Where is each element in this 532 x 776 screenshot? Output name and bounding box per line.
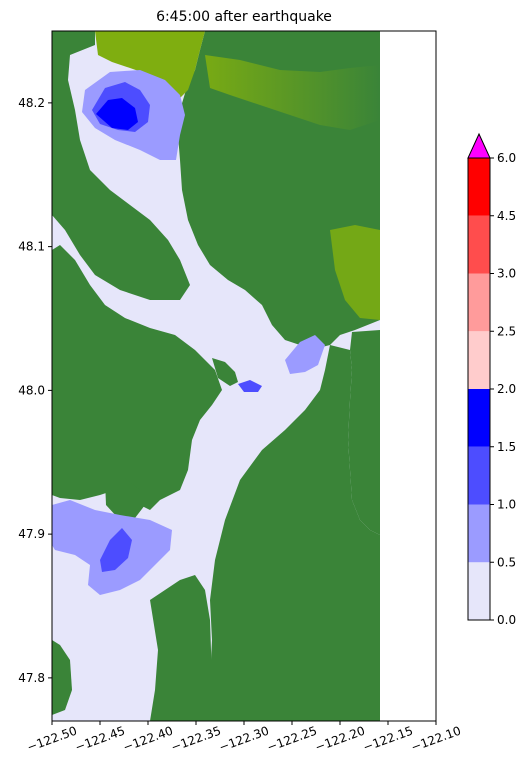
colorbar-segment [468, 331, 490, 389]
colorbar-segment [468, 389, 490, 447]
land-south-west-peninsula [150, 575, 212, 721]
land-west-upper [52, 31, 190, 300]
colorbar-segment [468, 273, 490, 332]
x-tick-label: −122.50 [25, 724, 79, 755]
map-plot-area [51, 30, 437, 722]
chart-title: 6:45:00 after earthquake [156, 9, 332, 25]
amplitude-1-5-north [96, 98, 138, 130]
amplitude-1-0-south [100, 528, 132, 572]
amplitude-0-5-mid [285, 335, 325, 374]
y-tick-label: 47.9 [18, 527, 45, 541]
land-whidbey-island [52, 245, 222, 510]
land-island-mid [105, 478, 145, 518]
land-southwest-corner [52, 640, 72, 715]
colorbar: 0.0 0.5 1.0 1.5 2.0 2.5 3.0 4.5 6.0 [467, 132, 516, 627]
colorbar-tick-label: 1.5 [497, 440, 516, 454]
colorbar-tick-label: 3.0 [497, 267, 516, 281]
x-axis: −122.50−122.45−122.40−122.35−122.30−122.… [25, 721, 463, 754]
x-tick-label: −122.20 [313, 724, 367, 755]
colorbar-tick-label: 0.0 [497, 613, 516, 627]
colorbar-extend-arrow [467, 132, 491, 159]
x-tick-label: −122.45 [73, 724, 127, 755]
y-tick-label: 47.8 [18, 671, 45, 685]
land-east-lower [348, 330, 380, 535]
amplitude-1-0-mid [238, 380, 262, 392]
land-northern-green [95, 31, 205, 98]
colorbar-segment [468, 158, 490, 216]
no-data-region [380, 31, 436, 721]
x-tick-label: −122.25 [265, 724, 319, 755]
x-tick-label: −122.10 [409, 724, 463, 755]
y-tick-label: 48.0 [18, 383, 45, 397]
y-tick-label: 48.2 [18, 96, 45, 110]
y-tick-label: 48.1 [18, 240, 45, 254]
colorbar-tick-label: 1.0 [497, 498, 516, 512]
colorbar-tick-label: 6.0 [497, 151, 516, 165]
colorbar-tick-label: 4.5 [497, 209, 516, 223]
x-tick-label: −122.35 [169, 724, 223, 755]
colorbar-segment [468, 215, 490, 274]
x-tick-label: −122.15 [361, 724, 415, 755]
y-axis: 48.2 48.1 48.0 47.9 47.8 [18, 96, 52, 685]
x-tick-label: −122.30 [217, 724, 271, 755]
colorbar-segment [468, 446, 490, 505]
x-tick-label: −122.40 [121, 724, 175, 755]
colorbar-tick-label: 2.5 [497, 324, 516, 338]
colorbar-tick-label: 2.0 [497, 382, 516, 396]
colorbar-tick-label: 0.5 [497, 555, 516, 569]
land-east-coastal-light [330, 225, 380, 320]
land-small-island [212, 358, 238, 386]
colorbar-segment [468, 504, 490, 563]
colorbar-segment [468, 562, 490, 620]
land-northeast-light [205, 55, 380, 130]
land-southeast [210, 345, 380, 721]
